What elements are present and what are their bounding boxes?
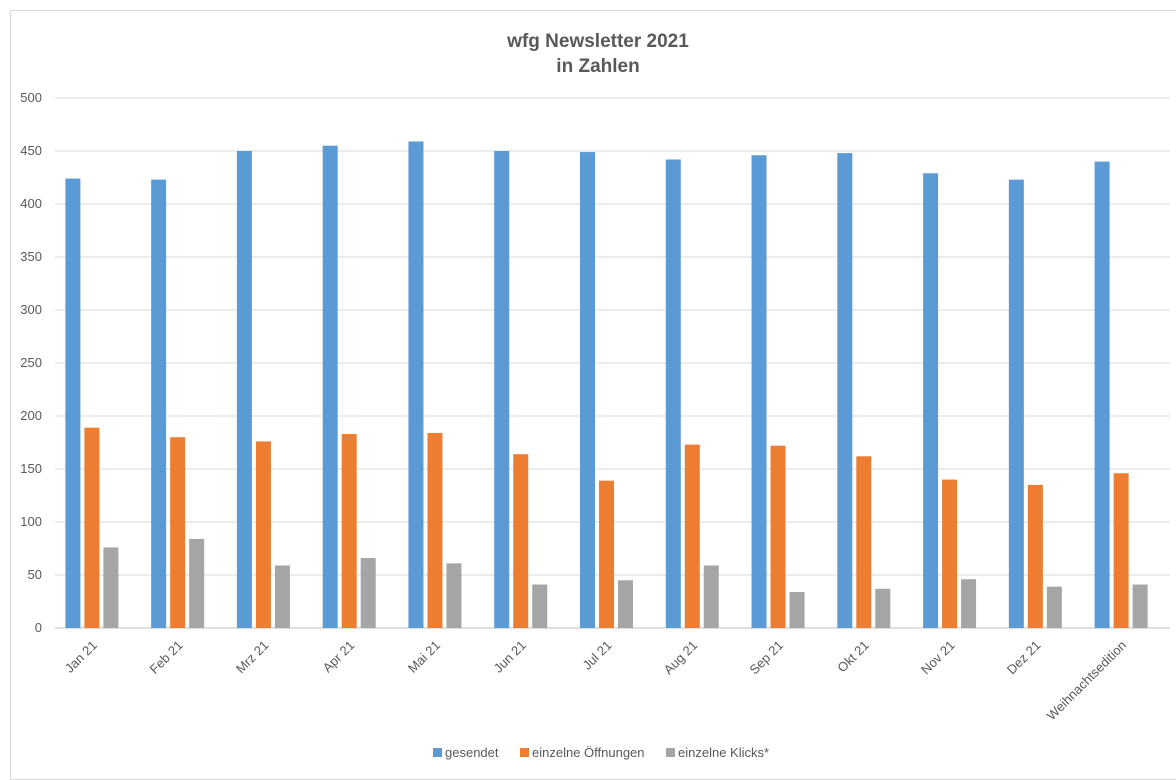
bar-7-1 (684, 444, 700, 628)
bar-1-1 (170, 437, 186, 628)
bar-9-0 (837, 153, 853, 628)
bar-3-2 (360, 558, 376, 628)
y-tick-label: 400 (20, 196, 42, 211)
bar-7-0 (665, 159, 681, 629)
y-tick-label: 450 (20, 143, 42, 158)
bar-2-0 (236, 151, 252, 628)
bar-0-2 (103, 547, 119, 628)
bar-8-2 (789, 591, 805, 628)
x-tick-label: Mrz 21 (233, 638, 272, 677)
bar-11-1 (1027, 484, 1043, 628)
bar-12-0 (1094, 161, 1110, 628)
bar-9-2 (875, 588, 891, 628)
y-tick-label: 250 (20, 355, 42, 370)
x-tick-label: Dez 21 (1004, 638, 1044, 678)
y-tick-label: 0 (35, 620, 42, 635)
bar-7-2 (703, 565, 719, 628)
bar-10-0 (923, 173, 939, 628)
bar-2-1 (255, 441, 271, 628)
x-tick-label: Apr 21 (320, 638, 358, 676)
legend-label: einzelne Klicks* (678, 745, 769, 760)
bar-1-2 (189, 538, 205, 628)
bar-1-0 (151, 179, 167, 628)
bar-8-1 (770, 445, 786, 628)
x-tick-label: Jul 21 (579, 638, 614, 673)
bar-6-0 (580, 152, 595, 628)
bar-2-2 (274, 565, 290, 628)
bar-4-2 (446, 563, 462, 628)
bar-6-1 (599, 480, 614, 628)
bar-5-0 (494, 151, 510, 628)
bar-0-1 (84, 427, 100, 628)
x-tick-label: Aug 21 (661, 638, 701, 678)
y-tick-label: 200 (20, 408, 42, 423)
y-tick-label: 100 (20, 514, 42, 529)
x-tick-label: Weihnachtsedition (1044, 638, 1130, 724)
x-tick-label: Jun 21 (491, 638, 529, 676)
bar-5-2 (532, 584, 548, 628)
bar-12-2 (1132, 584, 1148, 628)
bar-3-1 (341, 434, 357, 628)
x-tick-label: Feb 21 (147, 638, 186, 677)
x-tick-label: Nov 21 (918, 638, 958, 678)
bar-9-1 (856, 456, 872, 628)
legend-swatch (666, 748, 675, 757)
x-tick-label: Mai 21 (405, 638, 443, 676)
bar-11-2 (1046, 586, 1062, 628)
bar-4-0 (408, 141, 424, 628)
legend-label: gesendet (445, 745, 499, 760)
legend-label: einzelne Öffnungen (532, 745, 645, 760)
y-axis-ticks: 0 50 100 150 200 250 300 350 400 450 500 (20, 90, 42, 635)
x-tick-label: Okt 21 (834, 638, 872, 676)
legend-swatch (520, 748, 529, 757)
y-tick-label: 50 (28, 567, 42, 582)
bar-5-1 (513, 454, 529, 628)
bar-12-1 (1113, 473, 1129, 628)
legend-swatch (433, 748, 442, 757)
y-tick-label: 500 (20, 90, 42, 105)
x-tick-label: Sep 21 (746, 638, 786, 678)
bars-layer (65, 141, 1148, 629)
x-axis-ticks: Jan 21 Feb 21 Mrz 21 Apr 21 Mai 21 Jun 21 Jul … (62, 638, 1129, 724)
legend: gesendet einzelne Öffnungen einzelne Klick… (433, 745, 769, 760)
bar-10-2 (961, 579, 977, 628)
chart-subtitle: in Zahlen (556, 56, 639, 77)
x-tick-label: Jan 21 (62, 638, 100, 676)
bar-4-1 (427, 432, 443, 628)
y-tick-label: 350 (20, 249, 42, 264)
y-tick-label: 300 (20, 302, 42, 317)
bar-11-0 (1008, 179, 1024, 628)
chart-title: wfg Newsletter 2021 (506, 31, 689, 52)
bar-8-0 (751, 155, 767, 629)
y-tick-label: 150 (20, 461, 42, 476)
bar-10-1 (942, 479, 958, 628)
bar-3-0 (322, 145, 338, 628)
bar-0-0 (65, 178, 81, 628)
bar-6-2 (618, 580, 633, 628)
